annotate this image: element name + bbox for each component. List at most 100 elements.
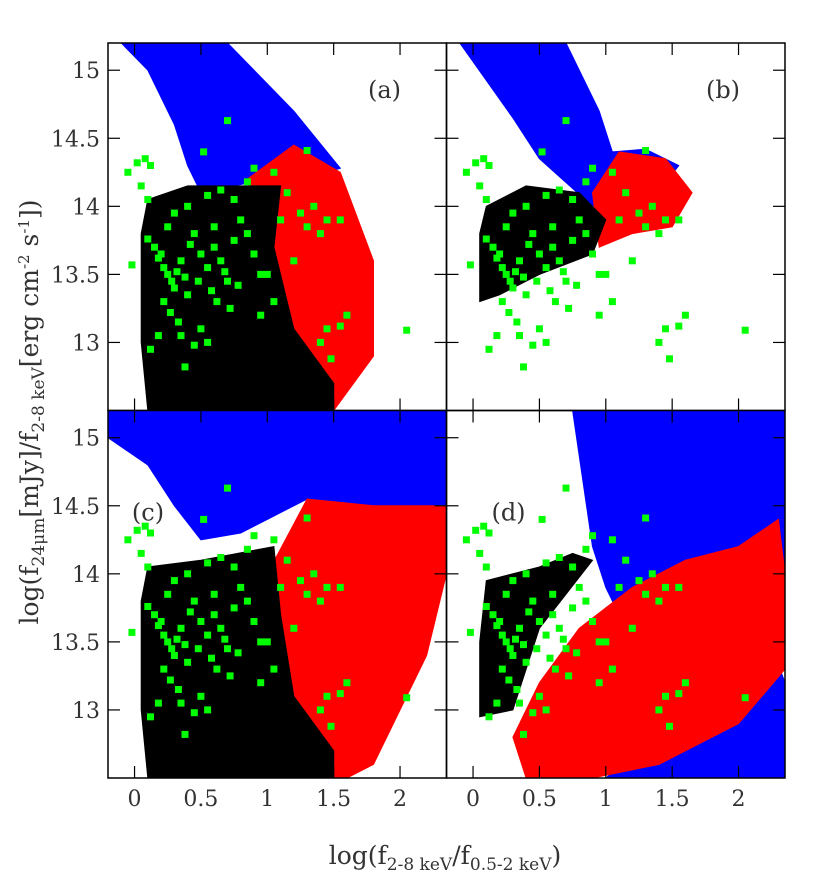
- green-data-point: [546, 287, 554, 295]
- green-data-point: [516, 624, 523, 632]
- green-data-point: [642, 590, 650, 598]
- green-data-point: [270, 168, 278, 176]
- green-data-point: [270, 536, 278, 544]
- green-data-point: [197, 692, 205, 700]
- green-data-point: [472, 526, 480, 534]
- green-data-point: [168, 645, 176, 653]
- black-region: [140, 546, 335, 778]
- green-data-point: [177, 699, 185, 707]
- green-data-point: [502, 590, 510, 598]
- green-data-point: [263, 270, 271, 278]
- green-data-point: [303, 147, 311, 154]
- green-data-point: [316, 338, 324, 346]
- green-data-point: [642, 147, 650, 154]
- green-data-point: [498, 665, 506, 673]
- green-data-point: [489, 243, 497, 251]
- green-data-point: [323, 692, 331, 700]
- green-data-point: [513, 318, 521, 326]
- green-data-point: [741, 694, 749, 702]
- green-data-point: [648, 570, 656, 578]
- tick-group: 0 0.5 1 1.5 2 0 0.5 1 1.5 2 13 13.5 14 14.5 15 13 13.5 14…: [51, 59, 746, 812]
- green-data-point: [283, 556, 291, 564]
- green-data-point: [164, 223, 172, 231]
- green-data-point: [194, 645, 202, 653]
- y-tick-label: 13: [72, 699, 100, 724]
- green-data-point: [582, 178, 590, 186]
- green-data-point: [628, 624, 636, 632]
- green-data-point: [144, 235, 152, 243]
- panel-a: (a): [107, 42, 448, 412]
- x-tick-label: 1: [260, 787, 274, 812]
- green-data-point: [204, 631, 212, 639]
- green-data-point: [323, 583, 331, 591]
- green-data-point: [573, 281, 581, 289]
- green-data-point: [575, 583, 583, 591]
- green-data-point: [675, 583, 683, 591]
- green-data-point: [213, 665, 221, 673]
- green-data-point: [562, 277, 570, 285]
- green-data-point: [551, 665, 559, 673]
- green-data-point: [217, 554, 225, 561]
- green-data-point: [555, 554, 563, 561]
- green-data-point: [230, 563, 238, 571]
- green-data-point: [177, 624, 185, 632]
- green-data-point: [502, 638, 510, 646]
- green-data-point: [498, 298, 506, 306]
- green-data-point: [482, 603, 490, 610]
- green-data-point: [190, 709, 198, 717]
- green-data-point: [666, 355, 673, 363]
- green-data-point: [290, 257, 298, 265]
- green-data-point: [502, 270, 510, 278]
- green-data-point: [529, 597, 537, 605]
- green-data-point: [608, 298, 616, 306]
- green-data-point: [681, 311, 689, 319]
- green-data-point: [128, 628, 136, 636]
- green-data-point: [493, 622, 501, 630]
- green-data-point: [462, 536, 470, 544]
- green-data-point: [166, 676, 174, 684]
- green-data-point: [509, 284, 517, 292]
- green-data-point: [542, 338, 550, 346]
- green-data-point: [485, 345, 493, 353]
- green-data-point: [466, 261, 474, 269]
- green-data-point: [310, 202, 318, 210]
- green-data-point: [529, 341, 537, 349]
- green-data-point: [151, 243, 158, 251]
- green-data-point: [343, 311, 351, 319]
- green-data-point: [197, 325, 205, 333]
- green-data-point: [217, 257, 225, 265]
- green-data-point: [208, 287, 215, 295]
- green-data-point: [336, 216, 344, 224]
- green-data-point: [662, 692, 669, 700]
- green-data-point: [555, 257, 563, 265]
- green-data-point: [666, 722, 673, 730]
- green-data-point: [243, 597, 251, 605]
- panel-label: (a): [368, 76, 401, 104]
- green-data-point: [493, 699, 501, 707]
- y-tick-label: 15: [72, 59, 100, 84]
- green-data-point: [403, 326, 411, 334]
- green-data-point: [520, 363, 527, 371]
- green-data-point: [602, 638, 610, 646]
- green-data-point: [480, 522, 488, 530]
- green-data-point: [144, 603, 152, 610]
- green-data-point: [506, 277, 514, 285]
- y-tick-label: 14.5: [51, 127, 100, 152]
- green-data-point: [565, 672, 573, 680]
- green-data-point: [542, 559, 550, 567]
- panel-b: (b): [445, 42, 786, 412]
- green-data-point: [615, 216, 623, 224]
- green-data-point: [141, 522, 149, 530]
- y-tick-label: 13.5: [51, 263, 100, 288]
- green-data-point: [403, 694, 411, 702]
- green-data-point: [642, 514, 650, 522]
- green-data-point: [154, 332, 162, 340]
- y-axis-title: log(f24μm[mJy]/f2-8 keV[erg cm-2 s-1]): [15, 199, 49, 624]
- green-data-point: [529, 709, 537, 717]
- green-data-point: [642, 223, 650, 231]
- green-data-point: [522, 658, 530, 666]
- green-data-point: [164, 638, 172, 646]
- green-data-point: [210, 223, 218, 231]
- green-data-point: [562, 645, 570, 653]
- green-data-point: [595, 270, 603, 278]
